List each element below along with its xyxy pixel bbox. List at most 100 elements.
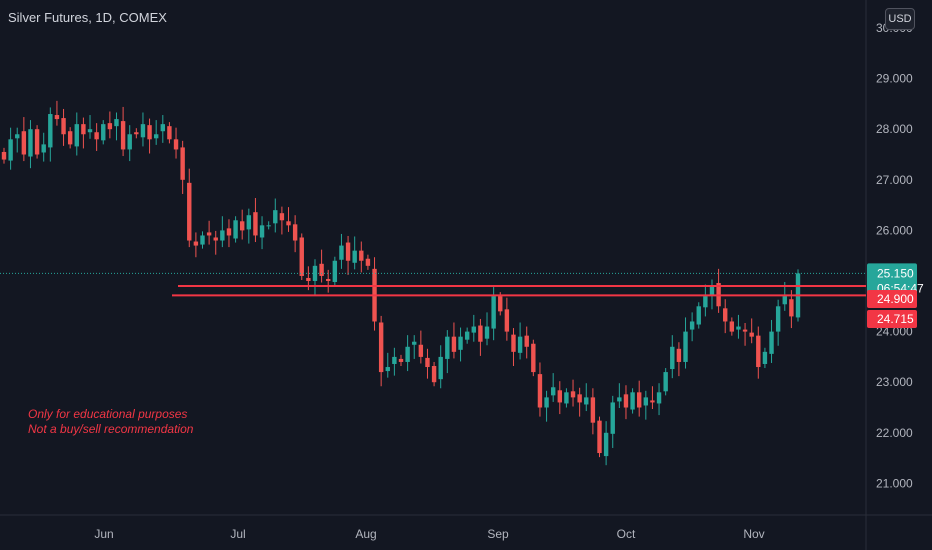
candle — [15, 127, 20, 153]
candle — [41, 132, 46, 162]
candle-body — [484, 326, 490, 339]
candle-body — [61, 118, 66, 135]
candle-body — [21, 131, 27, 155]
candle-body — [689, 321, 695, 330]
candle — [226, 219, 232, 248]
level-upper-value: 24.900 — [877, 292, 914, 306]
candle-body — [67, 131, 73, 145]
candle — [273, 198, 278, 233]
candle-body — [94, 132, 99, 140]
last-price-value: 25.150 — [877, 266, 914, 280]
candle — [81, 117, 86, 149]
x-tick-label: Oct — [617, 527, 636, 541]
candle — [484, 312, 490, 346]
candle-body — [445, 336, 450, 359]
candle-body — [101, 124, 106, 141]
candle — [630, 388, 635, 414]
candle-body — [709, 286, 715, 296]
candle — [524, 326, 529, 359]
candle-body — [74, 124, 79, 147]
candle-body — [498, 296, 503, 312]
candle-body — [206, 232, 212, 236]
candle-body — [537, 374, 543, 408]
candle-body — [650, 400, 655, 403]
candle-body — [81, 124, 86, 135]
candle — [597, 416, 602, 458]
currency-selector[interactable]: USD — [885, 8, 915, 30]
candle-body — [590, 397, 596, 423]
candle-body — [365, 258, 371, 266]
candle — [147, 118, 152, 154]
candle-body — [8, 139, 13, 161]
candle-body — [617, 397, 622, 402]
candle-body — [385, 367, 390, 372]
candle — [253, 198, 258, 243]
candle-body — [246, 215, 252, 230]
chart-title: Silver Futures, 1D, COMEX — [8, 10, 167, 25]
candle — [656, 383, 662, 416]
candle-body — [220, 230, 225, 241]
candle — [28, 120, 33, 169]
candle-body — [292, 224, 298, 241]
candle — [418, 330, 424, 364]
candle-body — [54, 115, 60, 120]
candle-body — [789, 299, 794, 317]
candle — [703, 284, 708, 317]
x-tick-label: Aug — [355, 527, 376, 541]
candle-body — [570, 391, 576, 398]
candle — [709, 279, 715, 310]
last-price-badge — [867, 263, 917, 299]
candle-body — [451, 336, 457, 352]
candle — [504, 297, 510, 341]
candle — [206, 220, 212, 245]
candle-body — [259, 225, 265, 238]
candle — [21, 117, 27, 162]
candle-body — [120, 121, 126, 150]
candle — [617, 383, 622, 409]
candle-body — [656, 392, 662, 404]
candle-body — [756, 335, 761, 368]
candle-body — [193, 241, 199, 246]
candle-body — [147, 125, 152, 140]
candle-body — [28, 129, 33, 157]
disclaimer-note: Only for educational purposes Not a buy/… — [28, 407, 193, 437]
candle-body — [392, 356, 397, 364]
candle — [431, 361, 437, 387]
candle — [200, 231, 205, 249]
candle — [769, 319, 774, 363]
candle — [101, 120, 106, 145]
candles — [1, 100, 801, 466]
candle-body — [180, 147, 185, 180]
candle — [663, 368, 668, 396]
candle-body — [240, 221, 245, 231]
disclaimer-line-1: Only for educational purposes — [28, 407, 188, 421]
candle — [650, 386, 655, 410]
candle — [425, 348, 430, 379]
candle-body — [663, 372, 668, 392]
candle — [762, 347, 768, 369]
candle — [312, 259, 318, 296]
candle-body — [782, 296, 787, 305]
y-tick-label: 21.000 — [876, 476, 913, 490]
candle-body — [524, 335, 529, 347]
candle-body — [213, 237, 218, 241]
candle — [67, 127, 73, 149]
candle-body — [584, 397, 589, 405]
candle — [775, 299, 781, 346]
candle-body — [359, 250, 364, 261]
candle — [570, 379, 576, 407]
candle — [610, 395, 615, 448]
candle — [756, 326, 761, 379]
candle — [233, 216, 238, 243]
candle — [517, 322, 523, 360]
candle-body — [339, 245, 344, 260]
candle — [372, 257, 377, 331]
candle — [54, 100, 60, 126]
candle-body — [544, 397, 549, 408]
candle-body — [352, 250, 357, 263]
candle — [451, 322, 457, 359]
candle — [577, 387, 582, 417]
candle-body — [637, 392, 642, 408]
candle — [590, 388, 596, 435]
